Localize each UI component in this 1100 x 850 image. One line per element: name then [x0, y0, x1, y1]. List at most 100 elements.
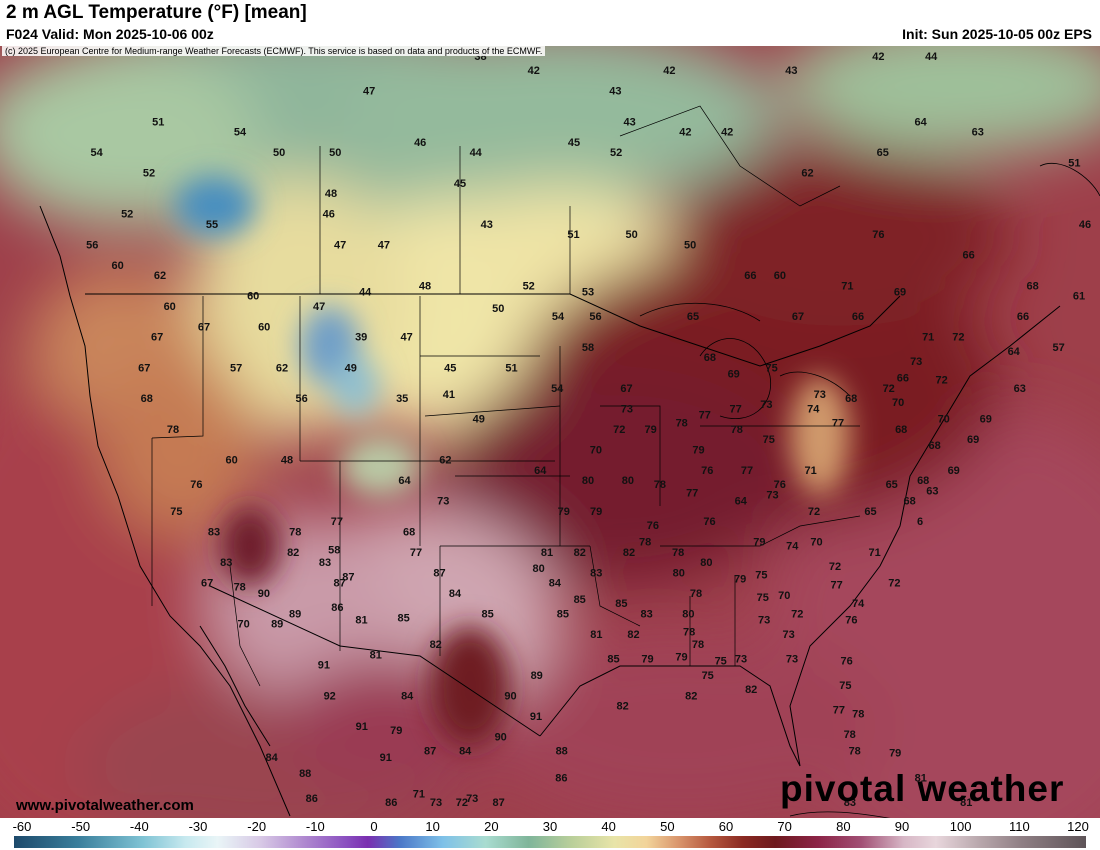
temperature-value: 69 — [728, 368, 740, 380]
temperature-value: 77 — [331, 516, 343, 528]
temperature-value: 81 — [355, 614, 367, 626]
temperature-value: 87 — [492, 797, 504, 809]
temperature-value: 73 — [437, 496, 449, 508]
temperature-value: 86 — [555, 772, 567, 784]
temperature-value: 54 — [234, 127, 247, 139]
temperature-value: 72 — [952, 332, 964, 344]
temperature-value: 69 — [948, 465, 960, 477]
temperature-value: 76 — [647, 520, 659, 532]
temperature-map[interactable]: 51 54 52 52 56 60 62 54 50 55 47 50 48 46 47 47 38 46 44 45… — [0, 46, 1100, 818]
temperature-value: 72 — [613, 424, 625, 436]
temperature-value: 70 — [892, 397, 904, 409]
cuba-coastline — [789, 811, 891, 818]
temperature-value: 39 — [355, 332, 367, 344]
temperature-value: 79 — [641, 653, 653, 665]
temperature-value: 78 — [852, 709, 864, 721]
temperature-value: 81 — [541, 547, 553, 559]
temperature-value: 91 — [318, 660, 330, 672]
temperature-value: 46 — [414, 137, 426, 149]
temperature-value: 79 — [390, 725, 402, 737]
colorbar-tick: 60 — [718, 819, 734, 834]
temperature-value: 51 — [152, 116, 164, 128]
temperature-value: 42 — [872, 51, 884, 63]
temperature-value: 78 — [167, 424, 179, 436]
colorbar-gradient — [14, 836, 1086, 848]
temperature-value: 58 — [582, 342, 594, 354]
temperature-value: 49 — [473, 414, 485, 426]
temperature-value: 83 — [208, 526, 220, 538]
temperature-value: 65 — [687, 311, 699, 323]
temperature-value: 67 — [620, 383, 632, 395]
temperature-value: 44 — [925, 51, 938, 63]
temperature-value: 67 — [201, 578, 213, 590]
temperature-value: 68 — [704, 352, 716, 364]
temperature-value: 78 — [234, 582, 246, 594]
colorbar-tick: -30 — [188, 819, 208, 834]
temperature-value: 72 — [888, 578, 900, 590]
temperature-value: 82 — [616, 701, 628, 713]
temperature-value: 71 — [841, 280, 853, 292]
temperature-value: 61 — [1073, 291, 1085, 303]
temperature-value: 84 — [549, 578, 562, 590]
temperature-value: 45 — [444, 362, 456, 374]
temperature-value: 42 — [721, 127, 733, 139]
temperature-value: 60 — [164, 301, 176, 313]
temperature-value: 78 — [639, 537, 651, 549]
temperature-value: 44 — [470, 147, 483, 159]
temperature-value: 68 — [917, 475, 929, 487]
temperature-value: 84 — [265, 752, 278, 764]
temperature-value: 83 — [640, 608, 652, 620]
temperature-value: 78 — [289, 526, 301, 538]
temperature-value: 66 — [1017, 311, 1029, 323]
colorbar-tick: 70 — [777, 819, 792, 834]
brand-logo: pivotal weather — [780, 768, 1065, 809]
website-link[interactable]: www.pivotalweather.com — [16, 797, 194, 814]
temperature-value: 72 — [791, 608, 803, 620]
temperature-value: 51 — [567, 229, 579, 241]
temperature-value: 60 — [111, 260, 123, 272]
temperature-value: 90 — [504, 690, 516, 702]
temperature-field — [0, 46, 1100, 818]
temperature-value: 76 — [703, 516, 715, 528]
temperature-value: 73 — [814, 389, 826, 401]
temperature-value: 89 — [531, 670, 543, 682]
temperature-value: 58 — [328, 545, 340, 557]
temperature-value: 73 — [782, 629, 794, 641]
temperature-value: 79 — [889, 748, 901, 760]
temperature-value: 67 — [138, 362, 150, 374]
temperature-value: 48 — [419, 280, 431, 292]
temperature-value: 47 — [334, 239, 346, 251]
temperature-value: 79 — [590, 506, 602, 518]
lake-erie — [779, 371, 851, 397]
temperature-value: 74 — [807, 403, 820, 415]
temperature-value: 76 — [845, 614, 857, 626]
great-lakes-border — [430, 293, 901, 367]
temperature-value: 56 — [589, 311, 601, 323]
temperature-value: 86 — [331, 602, 343, 614]
temperature-value: 88 — [299, 768, 311, 780]
temperature-value: 75 — [702, 670, 714, 682]
temperature-value: 69 — [980, 414, 992, 426]
temperature-value: 77 — [729, 403, 741, 415]
temperature-value: 79 — [558, 506, 570, 518]
temperature-value: 63 — [1014, 383, 1026, 395]
temperature-value: 51 — [1068, 157, 1080, 169]
temperature-value: 82 — [574, 547, 586, 559]
temperature-value: 45 — [454, 178, 466, 190]
temperature-value: 83 — [844, 797, 856, 809]
temperature-value: 73 — [621, 403, 633, 415]
temperature-value: 64 — [1008, 346, 1021, 358]
temperature-value: 83 — [590, 567, 602, 579]
temperature-value: 42 — [679, 127, 691, 139]
temperature-value: 56 — [295, 393, 307, 405]
temperature-value: 69 — [967, 434, 979, 446]
temperature-value: 70 — [590, 444, 602, 456]
temperature-value: 79 — [692, 444, 704, 456]
temperature-value: 90 — [258, 588, 270, 600]
temperature-value: 60 — [774, 270, 786, 282]
temperature-value: 84 — [401, 690, 414, 702]
temperature-value: 80 — [622, 475, 634, 487]
temperature-value: 90 — [495, 731, 507, 743]
temperature-value: 78 — [692, 639, 704, 651]
